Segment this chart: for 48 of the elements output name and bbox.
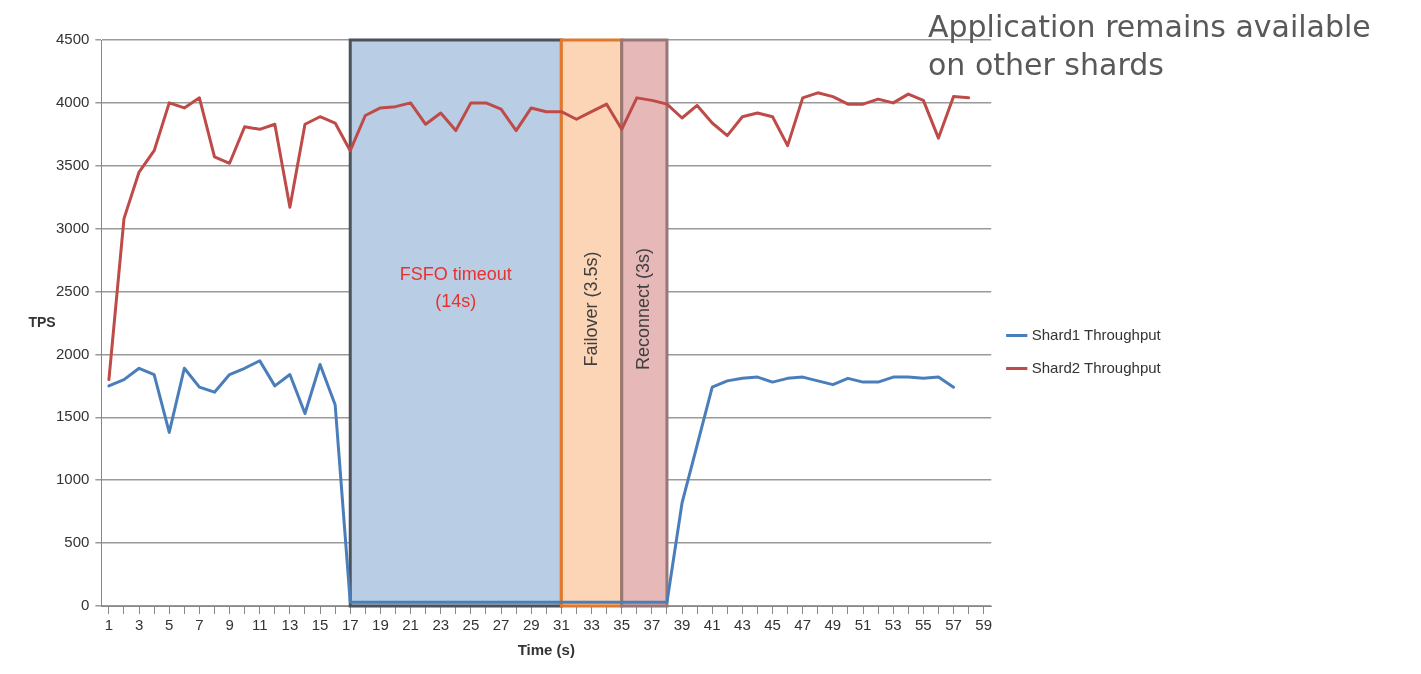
y-tick-label: 0 [81,596,90,614]
y-tick-label: 500 [64,533,90,551]
y-tick-label: 4500 [55,30,90,48]
y-tick-label: 1000 [55,470,90,488]
x-tick-label: 7 [195,616,204,634]
x-tick-label: 47 [794,616,812,634]
x-tick-label: 37 [643,616,661,634]
y-axis-title: TPS [28,313,56,330]
x-tick-label: 39 [673,616,691,634]
x-tick-label: 17 [341,616,359,634]
x-tick-label: 29 [522,616,540,634]
x-tick-label: 49 [824,616,842,634]
x-tick-label: 15 [311,616,329,634]
x-tick-label: 45 [764,616,781,634]
x-tick-label: 55 [915,616,932,634]
y-tick-label: 3500 [55,155,90,173]
legend-label: Shard2 Throughput [1031,358,1162,376]
x-tick-label: 59 [975,616,993,634]
x-tick-label: 53 [884,616,902,634]
y-tick-label: 3000 [55,218,90,236]
x-tick-label: 5 [165,616,174,634]
x-axis-title: Time (s) [517,641,575,659]
y-tick-label: 4000 [55,93,90,111]
x-tick-label: 41 [703,616,721,634]
x-tick-label: 3 [134,616,144,634]
x-tick-label: 43 [734,616,751,634]
legend-label: Shard1 Throughput [1031,325,1162,343]
x-tick-label: 23 [432,616,450,634]
y-tick-label: 2500 [55,281,90,299]
y-tick-label: 2000 [55,344,90,362]
x-tick-label: 25 [462,616,480,634]
x-tick-label: 21 [402,616,419,634]
x-tick-label: 57 [945,616,962,634]
y-tick-label: 1500 [55,407,90,425]
x-tick-label: 27 [492,616,510,634]
x-tick-label: 19 [372,616,389,634]
band-label: Reconnect (3s) [633,248,654,371]
annotation: Application remains available on other shards [928,8,1372,84]
x-tick-label: 35 [613,616,631,634]
x-tick-label: 11 [251,616,268,634]
x-tick-label: 9 [225,616,234,634]
x-tick-label: 31 [553,616,570,634]
x-tick-label: 33 [583,616,600,634]
x-tick-label: 1 [104,616,114,634]
band-label: FSFO timeout (14s) [399,264,512,312]
x-tick-label: 13 [281,616,299,634]
x-tick-label: 51 [854,616,872,634]
band-label: Failover (3.5s) [580,251,601,367]
